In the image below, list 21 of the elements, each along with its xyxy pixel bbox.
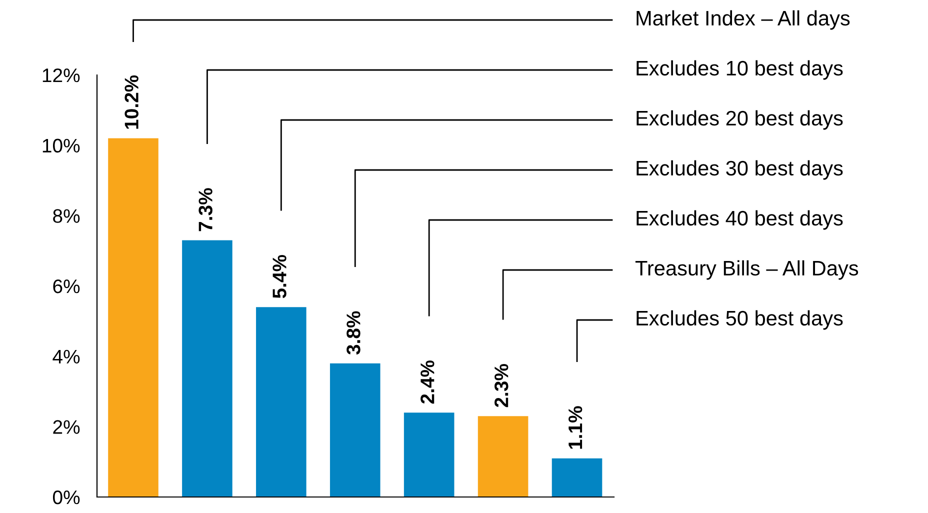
text: Excludes 30 best days	[636, 160, 843, 180]
y-tick-label: 10%	[42, 138, 80, 153]
y-tick-label: 4%	[52, 350, 80, 364]
text: Excludes 10 best days	[636, 60, 843, 80]
text: Excludes 50 best days	[636, 310, 843, 330]
data-label: 10.2%	[124, 75, 138, 129]
y-tick-label: 12%	[42, 68, 80, 82]
data-label: 1.1%	[568, 406, 582, 449]
data-label: 2.3%	[494, 364, 508, 408]
text: Excludes 20 best days	[636, 110, 843, 130]
y-tick-label: 2%	[53, 420, 80, 434]
data-label: 3.8%	[346, 311, 360, 355]
text: Market Index – All days	[636, 10, 850, 30]
data-label: 7.3%	[198, 188, 212, 232]
y-tick-label: 6%	[53, 279, 80, 294]
text: Treasury Bills – All Days	[635, 260, 858, 280]
y-tick-label: 0%	[52, 490, 80, 504]
data-label: 2.4%	[420, 360, 434, 404]
data-label: 5.4%	[272, 254, 286, 298]
y-tick-label: 8%	[53, 209, 80, 223]
text: Excludes 40 best days	[636, 210, 843, 230]
